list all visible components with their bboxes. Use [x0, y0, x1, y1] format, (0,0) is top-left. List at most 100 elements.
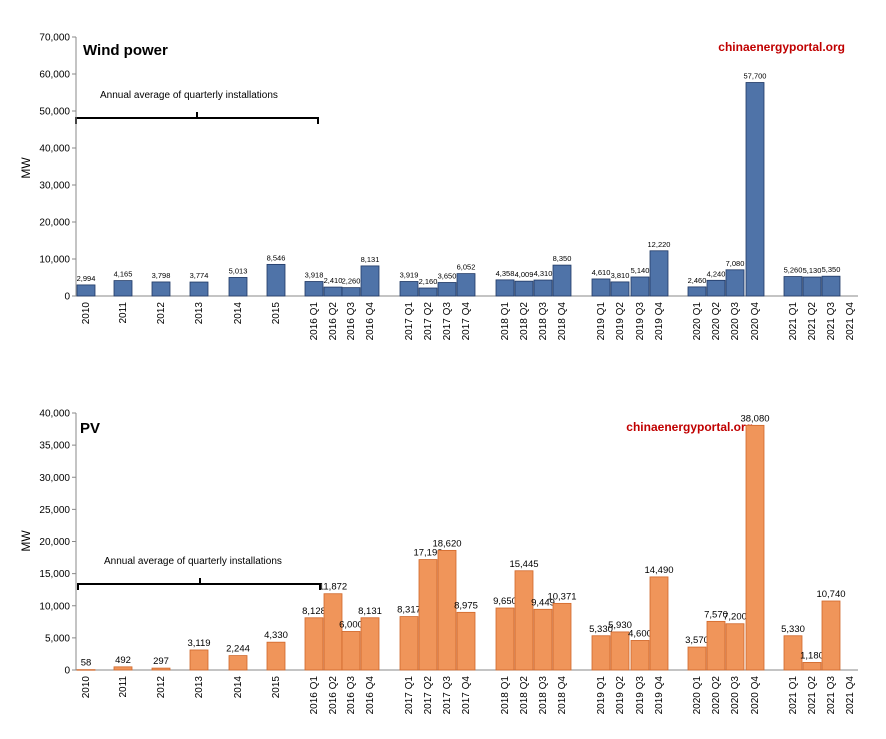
- wind-xtick-label: 2016 Q3: [346, 302, 357, 341]
- pv-data-label: 15,445: [509, 559, 538, 570]
- pv-ytick-label: 30,000: [39, 473, 70, 484]
- pv-data-label: 4,330: [264, 630, 288, 641]
- pv-bar: [552, 602, 572, 671]
- wind-annotation-bracket: [75, 112, 319, 124]
- pv-xtick-label: 2010: [81, 676, 92, 699]
- wind-bar: [610, 281, 630, 297]
- wind-data-label: 4,009: [515, 270, 534, 279]
- pv-data-label: 14,490: [644, 565, 673, 576]
- pv-xtick-label: 2021 Q1: [788, 676, 799, 715]
- wind-data-label: 4,310: [534, 269, 553, 278]
- wind-xtick-label: 2018 Q3: [538, 302, 549, 341]
- pv-data-label: 9,650: [493, 596, 517, 607]
- pv-xtick-label: 2016 Q2: [328, 676, 339, 715]
- pv-data-label: 18,620: [432, 538, 461, 549]
- pv-data-label: 17,190: [413, 548, 442, 559]
- pv-xtick-label: 2018 Q4: [557, 676, 568, 715]
- wind-brand: chinaenergyportal.org: [718, 40, 845, 54]
- pv-data-label: 7,200: [723, 612, 747, 623]
- pv-xtick-label: 2021 Q2: [807, 676, 818, 715]
- pv-xtick-label: 2020 Q2: [711, 676, 722, 715]
- wind-bar: [495, 279, 515, 297]
- wind-xtick-label: 2017 Q4: [461, 302, 472, 341]
- wind-bar: [360, 265, 380, 297]
- pv-ytick-label: 10,000: [39, 601, 70, 612]
- pv-xtick-label: 2011: [118, 676, 129, 698]
- wind-xtick-label: 2017 Q2: [423, 302, 434, 341]
- pv-bar: [630, 640, 650, 671]
- wind-data-label: 4,358: [496, 269, 515, 278]
- wind-xtick-label: 2010: [81, 302, 92, 325]
- wind-data-label: 4,165: [114, 270, 133, 279]
- wind-xtick-label: 2015: [271, 302, 282, 325]
- wind-xtick-label: 2020 Q4: [750, 302, 761, 341]
- pv-xtick-label: 2019 Q2: [615, 676, 626, 715]
- pv-data-label: 3,119: [187, 638, 210, 649]
- pv-bar: [360, 617, 380, 671]
- wind-bar: [802, 276, 822, 297]
- wind-xtick-label: 2021 Q2: [807, 302, 818, 341]
- pv-bar: [783, 635, 803, 671]
- wind-data-label: 3,774: [190, 271, 209, 280]
- pv-title: PV: [80, 420, 100, 437]
- pv-xtick-label: 2020 Q3: [730, 676, 741, 715]
- pv-bar: [266, 641, 286, 671]
- wind-ytick-label: 20,000: [39, 218, 70, 229]
- wind-ytick-label: 10,000: [39, 255, 70, 266]
- wind-data-label: 2,160: [419, 277, 438, 286]
- pv-bar: [821, 600, 841, 671]
- wind-data-label: 8,131: [361, 255, 380, 264]
- pv-bar: [228, 655, 248, 671]
- wind-bar: [706, 279, 726, 297]
- wind-xtick-label: 2016 Q4: [365, 302, 376, 341]
- pv-ytick-label: 20,000: [39, 537, 70, 548]
- pv-data-label: 1,180: [800, 650, 824, 661]
- pv-ytick-label: 15,000: [39, 569, 70, 580]
- wind-bar: [189, 281, 209, 297]
- pv-bar: [725, 623, 745, 671]
- wind-data-label: 5,140: [631, 266, 650, 275]
- wind-xtick-label: 2018 Q4: [557, 302, 568, 341]
- wind-bar: [76, 284, 96, 297]
- wind-xtick-label: 2020 Q3: [730, 302, 741, 341]
- wind-data-label: 5,013: [229, 266, 248, 275]
- wind-data-label: 5,260: [784, 266, 803, 275]
- pv-bar: [304, 617, 324, 671]
- pv-data-label: 5,930: [608, 620, 632, 631]
- wind-xtick-label: 2013: [194, 302, 205, 325]
- wind-data-label: 3,810: [611, 271, 630, 280]
- wind-data-label: 7,080: [726, 259, 745, 268]
- pv-bar: [418, 559, 438, 671]
- wind-data-label: 4,610: [592, 268, 611, 277]
- wind-ytick-label: 50,000: [39, 107, 70, 118]
- pv-data-label: 10,371: [547, 591, 576, 602]
- wind-xtick-label: 2016 Q1: [309, 302, 320, 341]
- wind-data-label: 4,240: [707, 269, 726, 278]
- pv-bar: [706, 620, 726, 671]
- wind-bar: [630, 276, 650, 297]
- pv-xtick-label: 2015: [271, 676, 282, 699]
- wind-bar: [687, 286, 707, 297]
- wind-bar: [323, 286, 343, 297]
- wind-xtick-label: 2019 Q1: [596, 302, 607, 341]
- wind-bar: [228, 277, 248, 297]
- pv-data-label: 2,244: [226, 644, 250, 655]
- wind-bar: [151, 281, 171, 297]
- wind-xtick-label: 2017 Q1: [404, 302, 415, 341]
- wind-ytick-label: 70,000: [39, 33, 70, 44]
- wind-data-label: 2,994: [77, 274, 96, 283]
- wind-bar: [399, 281, 419, 297]
- pv-bar: [341, 631, 361, 671]
- pv-bar: [495, 607, 515, 671]
- wind-bar: [113, 280, 133, 297]
- pv-data-label: 297: [153, 656, 169, 667]
- pv-xtick-label: 2017 Q2: [423, 676, 434, 715]
- wind-bar: [745, 82, 765, 297]
- pv-data-label: 3,570: [685, 635, 709, 646]
- wind-bar: [783, 276, 803, 297]
- pv-annotation-bracket: [77, 578, 321, 590]
- pv-bar: [323, 593, 343, 671]
- pv-bar: [610, 631, 630, 671]
- wind-data-label: 6,052: [457, 263, 476, 272]
